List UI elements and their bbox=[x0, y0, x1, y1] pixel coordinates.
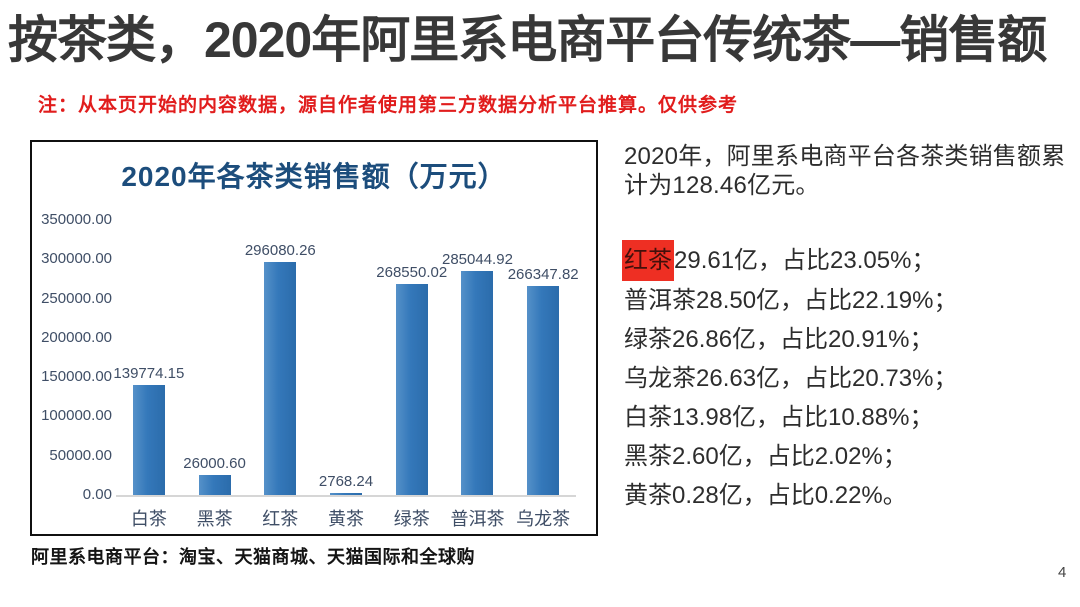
y-tick-label: 50000.00 bbox=[49, 446, 112, 464]
tea-name: 乌龙茶 bbox=[624, 365, 696, 392]
bar-value-label: 285044.92 bbox=[442, 251, 513, 268]
y-tick-label: 300000.00 bbox=[41, 250, 112, 268]
tea-stats: 26.63亿，占比20.73%； bbox=[696, 365, 958, 392]
bar bbox=[264, 262, 297, 495]
tea-name: 普洱茶 bbox=[624, 287, 696, 314]
tea-stats: 28.50亿，占比22.19%； bbox=[696, 287, 958, 314]
tea-stats: 2.60亿，占比2.02%； bbox=[672, 443, 907, 470]
summary-list: 红茶29.61亿，占比23.05%； 普洱茶28.50亿，占比22.19%； 绿茶2… bbox=[622, 240, 1074, 515]
y-tick-label: 150000.00 bbox=[41, 368, 112, 386]
y-tick-label: 100000.00 bbox=[41, 407, 112, 425]
x-axis: 白茶 黑茶 红茶 黄茶 绿茶 普洱茶 乌龙茶 bbox=[116, 505, 576, 531]
bar-value-label: 268550.02 bbox=[376, 264, 448, 281]
x-category-label: 乌龙茶 bbox=[516, 509, 571, 529]
x-category-label: 绿茶 bbox=[393, 509, 430, 529]
summary-item: 黄茶0.28亿，占比0.22%。 bbox=[624, 476, 1074, 515]
page-title: 按茶类，2020年阿里系电商平台传统茶—销售额 bbox=[8, 12, 1047, 68]
x-category-label: 黑茶 bbox=[196, 509, 233, 529]
summary-intro: 2020年，阿里系电商平台各茶类销售额累计为128.46亿元。 bbox=[624, 143, 1066, 199]
data-source-note: 注：从本页开始的内容数据，源自作者使用第三方数据分析平台推算。仅供参考 bbox=[38, 95, 739, 116]
bar-value-label: 26000.60 bbox=[183, 454, 246, 472]
bar-column: 2768.24 bbox=[313, 220, 379, 495]
y-tick-label: 350000.00 bbox=[41, 211, 112, 228]
page-number: 4 bbox=[1058, 564, 1067, 581]
tea-name: 绿茶 bbox=[624, 326, 672, 353]
bar-column: 266347.82 bbox=[507, 220, 579, 495]
bar bbox=[395, 284, 428, 495]
y-tick-label: 0.00 bbox=[82, 486, 112, 503]
summary-item: 白茶13.98亿，占比10.88%； bbox=[624, 398, 1074, 437]
tea-name: 白茶 bbox=[624, 404, 672, 431]
x-category-label: 红茶 bbox=[262, 509, 299, 529]
tea-stats: 0.28亿，占比0.22%。 bbox=[672, 482, 907, 509]
tea-name-highlighted: 红茶 bbox=[622, 240, 674, 281]
bar-value-label: 2768.24 bbox=[318, 472, 374, 490]
tea-stats: 26.86亿，占比20.91%； bbox=[672, 326, 934, 353]
tea-stats: 29.61亿，占比23.05%； bbox=[674, 247, 936, 274]
bar-column: 26000.60 bbox=[182, 220, 248, 495]
tea-name: 黄茶 bbox=[624, 482, 672, 509]
bar-value-label: 266347.82 bbox=[507, 265, 579, 283]
bar-column: 139774.15 bbox=[113, 220, 185, 495]
bar bbox=[198, 474, 231, 495]
summary-item: 红茶29.61亿，占比23.05%； bbox=[622, 240, 1074, 281]
y-tick-label: 200000.00 bbox=[41, 328, 112, 346]
bar-value-label: 296080.26 bbox=[244, 242, 316, 260]
chart-panel: 2020年各茶类销售额（万元） 350000.00 300000.00 250000… bbox=[30, 140, 598, 536]
bar-column: 285044.92 bbox=[442, 220, 513, 495]
tea-name: 黑茶 bbox=[624, 443, 672, 470]
x-category-label: 白茶 bbox=[130, 509, 167, 529]
x-category-label: 黄茶 bbox=[328, 509, 365, 529]
summary-item: 黑茶2.60亿，占比2.02%； bbox=[624, 437, 1074, 476]
x-category-label: 普洱茶 bbox=[450, 509, 505, 529]
chart-footnote: 阿里系电商平台：淘宝、天猫商城、天猫国际和全球购 bbox=[31, 547, 475, 567]
tea-stats: 13.98亿，占比10.88%； bbox=[672, 404, 934, 431]
bar-column: 296080.26 bbox=[244, 220, 316, 495]
y-axis: 350000.00 300000.00 250000.00 200000.00 1500… bbox=[38, 211, 112, 503]
summary-item: 普洱茶28.50亿，占比22.19%； bbox=[624, 281, 1074, 320]
chart-title: 2020年各茶类销售额（万元） bbox=[121, 161, 507, 192]
summary-column: 2020年，阿里系电商平台各茶类销售额累计为128.46亿元。 红茶29.61亿… bbox=[622, 142, 1074, 515]
bars-area: 139774.15 26000.60 296080.26 2768.24 268550.… bbox=[113, 220, 579, 497]
summary-item: 绿茶26.86亿，占比20.91%； bbox=[624, 320, 1074, 359]
summary-item: 乌龙茶26.63亿，占比20.73%； bbox=[624, 359, 1074, 398]
bar bbox=[461, 271, 494, 495]
bar bbox=[132, 385, 165, 495]
bar-column: 268550.02 bbox=[376, 220, 448, 495]
bar bbox=[527, 285, 560, 495]
bar bbox=[330, 492, 363, 495]
y-tick-label: 250000.00 bbox=[41, 289, 112, 307]
bar-value-label: 139774.15 bbox=[113, 365, 185, 383]
